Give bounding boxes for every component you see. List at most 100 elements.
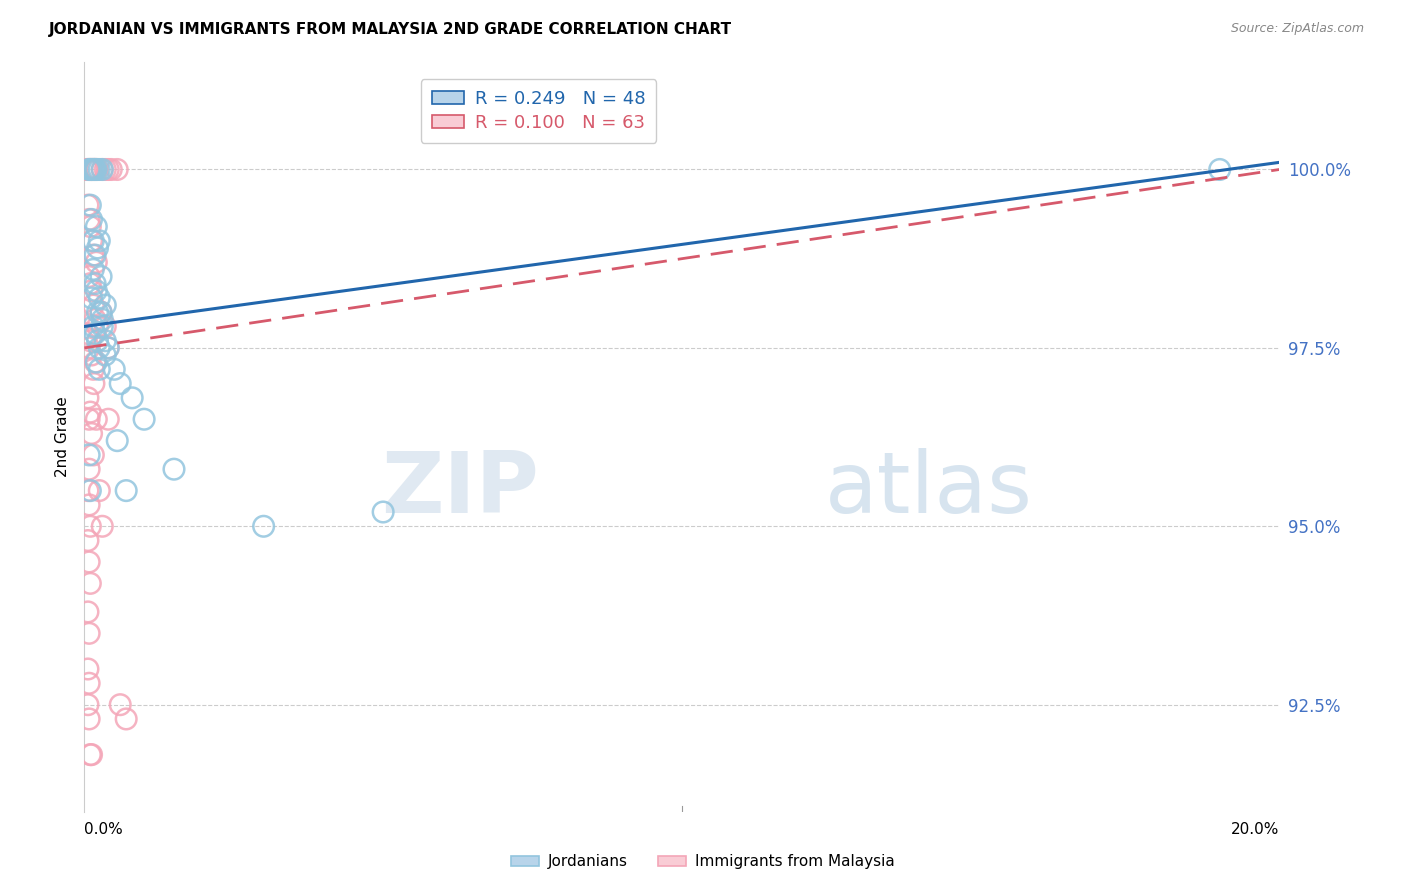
Point	[79, 162, 101, 177]
Point	[89, 362, 111, 376]
Point	[1209, 162, 1232, 177]
Point	[77, 269, 100, 284]
Point	[105, 434, 128, 448]
Point	[80, 426, 103, 441]
Point	[97, 412, 120, 426]
Point	[77, 555, 100, 569]
Point	[163, 462, 186, 476]
Point	[77, 662, 100, 676]
Point	[86, 412, 108, 426]
Point	[79, 747, 101, 762]
Point	[80, 162, 103, 177]
Point	[77, 712, 100, 726]
Point	[77, 162, 100, 177]
Point	[80, 212, 103, 227]
Point	[83, 162, 105, 177]
Point	[86, 162, 108, 177]
Point	[89, 341, 111, 355]
Point	[86, 241, 108, 255]
Point	[77, 326, 100, 341]
Point	[97, 341, 120, 355]
Point	[84, 248, 107, 262]
Point	[77, 391, 100, 405]
Point	[77, 412, 100, 426]
Point	[100, 162, 122, 177]
Point	[77, 341, 100, 355]
Point	[86, 334, 108, 348]
Point	[94, 334, 117, 348]
Point	[91, 162, 114, 177]
Point	[77, 162, 100, 177]
Point	[84, 326, 107, 341]
Point	[89, 234, 111, 248]
Point	[110, 376, 132, 391]
Point	[91, 162, 114, 177]
Point	[115, 483, 138, 498]
Point	[97, 341, 120, 355]
Point	[79, 519, 101, 533]
Point	[84, 277, 107, 291]
Point	[86, 305, 108, 319]
Point	[86, 319, 108, 334]
Point	[94, 298, 117, 312]
Point	[90, 305, 112, 319]
Point	[77, 498, 100, 512]
Point	[86, 162, 108, 177]
Point	[103, 362, 125, 376]
Point	[97, 162, 120, 177]
Point	[79, 162, 101, 177]
Point	[110, 698, 132, 712]
Point	[79, 219, 101, 234]
Point	[84, 312, 107, 326]
Point	[79, 483, 101, 498]
Point	[82, 362, 104, 376]
Text: 20.0%: 20.0%	[1232, 822, 1279, 838]
Point	[84, 162, 107, 177]
Point	[77, 483, 100, 498]
Point	[80, 234, 103, 248]
Point	[77, 448, 100, 462]
Point	[86, 284, 108, 298]
Point	[80, 348, 103, 362]
Point	[82, 262, 104, 277]
Point	[89, 483, 111, 498]
Point	[82, 162, 104, 177]
Point	[105, 162, 128, 177]
Point	[94, 162, 117, 177]
Point	[86, 255, 108, 269]
Text: 0.0%: 0.0%	[84, 822, 124, 838]
Point	[82, 162, 104, 177]
Point	[79, 198, 101, 212]
Y-axis label: 2nd Grade: 2nd Grade	[55, 397, 70, 477]
Point	[80, 284, 103, 298]
Point	[84, 355, 107, 369]
Point	[115, 712, 138, 726]
Point	[253, 519, 276, 533]
Point	[79, 405, 101, 419]
Point	[132, 412, 156, 426]
Point	[77, 626, 100, 640]
Point	[77, 605, 100, 619]
Point	[84, 162, 107, 177]
Point	[86, 355, 108, 369]
Legend: R = 0.249   N = 48, R = 0.100   N = 63: R = 0.249 N = 48, R = 0.100 N = 63	[420, 79, 657, 143]
Point	[94, 319, 117, 334]
Point	[90, 305, 112, 319]
Point	[82, 248, 104, 262]
Point	[77, 698, 100, 712]
Point	[80, 162, 103, 177]
Point	[83, 376, 105, 391]
Point	[80, 291, 103, 305]
Point	[77, 533, 100, 548]
Point	[91, 519, 114, 533]
Text: ZIP: ZIP	[381, 448, 538, 531]
Point	[89, 162, 111, 177]
Point	[82, 319, 104, 334]
Point	[373, 505, 395, 519]
Point	[82, 448, 104, 462]
Point	[79, 277, 101, 291]
Point	[77, 198, 100, 212]
Point	[89, 291, 111, 305]
Point	[80, 747, 103, 762]
Point	[86, 219, 108, 234]
